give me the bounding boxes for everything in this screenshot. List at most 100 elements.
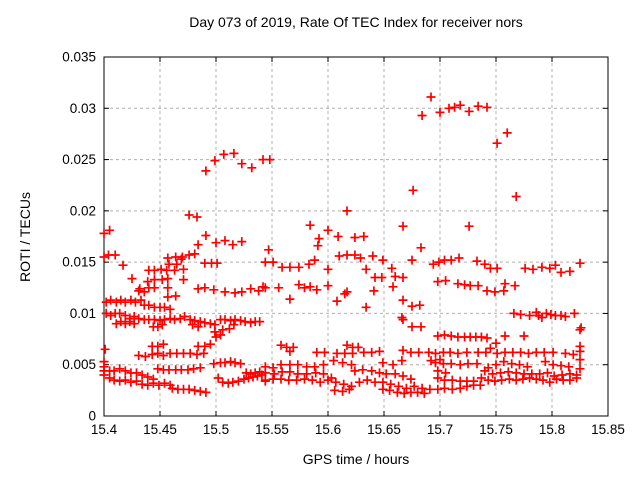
data-point-marker [375,346,384,356]
data-point-marker [99,252,109,262]
data-point-marker [216,330,225,340]
data-point-marker [292,375,302,385]
data-point-marker [369,286,379,296]
data-point-marker [519,331,529,341]
data-point-marker [524,348,533,358]
data-point-marker [224,324,234,334]
data-point-marker [111,297,121,307]
data-point-marker [398,371,408,381]
data-point-marker [455,360,465,370]
data-point-marker [165,304,175,314]
data-point-marker [545,263,555,273]
data-point-marker [460,280,470,290]
y-tick-label: 0.015 [62,255,96,270]
data-point-marker [507,359,517,369]
data-point-marker [342,340,352,350]
data-point-marker [144,300,154,310]
data-point-marker [462,381,472,391]
data-point-marker [388,360,398,370]
data-point-marker [453,279,463,289]
data-point-marker [475,380,485,390]
data-point-marker [180,312,190,321]
data-point-marker [157,320,167,330]
data-point-marker [160,302,169,312]
data-point-marker [200,341,210,351]
data-point-marker [446,255,456,265]
data-point-marker [473,101,483,111]
data-point-marker [353,342,363,352]
data-point-marker [320,347,330,357]
data-point-marker [134,351,144,360]
data-point-marker [398,345,408,355]
data-point-marker [179,275,188,285]
data-point-marker [184,210,194,220]
data-point-marker [548,347,558,357]
data-point-marker [223,378,233,388]
data-point-marker [120,366,130,376]
data-point-marker [239,374,249,384]
data-point-marker [200,283,210,293]
data-point-marker [350,250,360,260]
data-point-marker [531,347,541,357]
data-point-marker [500,331,510,341]
data-point-marker [115,364,125,374]
data-point-marker [260,362,270,372]
data-point-marker [435,107,445,117]
data-point-marker [340,289,350,299]
data-point-marker [153,364,163,374]
data-point-marker [496,368,505,378]
data-point-marker [193,240,203,250]
data-point-marker [397,356,407,366]
data-point-marker [305,282,315,292]
data-point-marker [100,344,110,354]
data-point-marker [130,297,140,307]
data-point-marker [218,377,228,387]
data-point-marker [378,358,388,368]
data-point-marker [407,301,417,311]
data-point-marker [476,373,486,383]
data-point-marker [565,266,575,276]
x-tick-label: 15.8 [539,422,565,437]
data-point-marker [136,295,146,305]
data-point-marker [370,377,380,387]
data-point-marker [480,366,490,376]
data-point-marker [277,367,287,377]
data-point-marker [455,100,465,110]
data-point-marker [294,280,304,290]
data-point-marker [285,367,295,377]
data-point-marker [503,367,513,377]
data-point-marker [195,363,205,373]
data-point-marker [314,234,324,244]
data-point-marker [431,358,440,368]
data-point-marker [170,265,180,275]
data-point-marker [193,284,203,294]
data-point-marker [490,287,500,297]
data-point-marker [210,156,220,166]
data-point-marker [149,315,159,325]
data-point-marker [522,362,532,372]
data-point-marker [515,360,524,370]
y-tick-label: 0 [88,409,96,424]
data-point-marker [134,286,144,296]
data-point-marker [230,315,240,325]
data-point-marker [537,262,547,272]
data-point-marker [499,357,509,367]
data-point-marker [358,365,368,375]
data-point-marker [127,274,137,284]
data-point-marker [201,166,211,176]
data-point-marker [229,148,239,158]
data-point-marker [167,383,177,393]
data-point-marker [500,279,510,289]
data-point-marker [209,285,219,295]
data-point-marker [233,376,243,386]
y-tick-label: 0.025 [62,152,96,167]
data-point-marker [312,347,322,357]
data-point-marker [143,277,153,287]
data-point-marker [315,377,325,387]
data-point-marker [378,255,388,265]
data-point-marker [101,308,111,318]
data-point-marker [171,291,181,301]
data-point-marker [313,241,323,251]
data-point-marker [192,212,202,222]
